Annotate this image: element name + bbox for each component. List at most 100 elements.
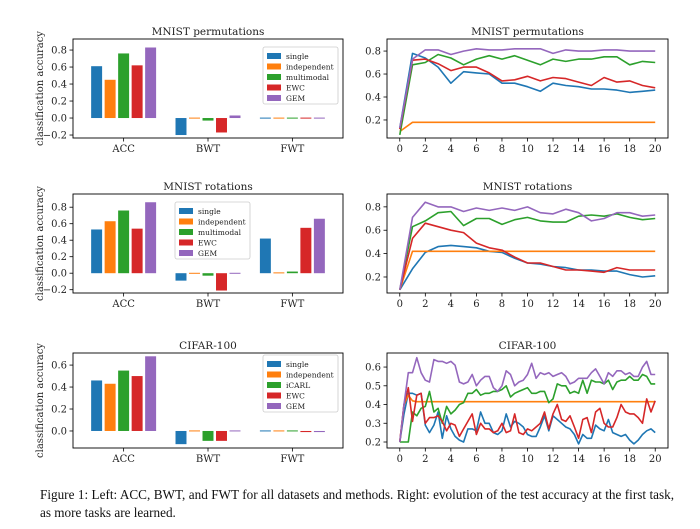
- axes-frame: [386, 352, 669, 449]
- chart-title: CIFAR-100: [179, 340, 237, 352]
- x-tick-label: 2: [422, 144, 428, 155]
- x-tick-label: FWT: [280, 454, 304, 465]
- legend-label: EWC: [286, 392, 305, 401]
- bar-gem-acc: [145, 356, 157, 431]
- x-tick-label: 8: [499, 144, 505, 155]
- line-series-5: [399, 356, 656, 443]
- bar-icarl-bwt: [202, 430, 214, 441]
- y-tick-label: 0.0: [51, 114, 67, 125]
- x-tick-label: 0: [397, 144, 403, 155]
- legend-swatch-single: [267, 361, 281, 367]
- line-series-4: [399, 222, 656, 290]
- y-axis-label: classification accuracy: [35, 31, 46, 146]
- bar-multimodal-fwt: [286, 117, 298, 119]
- y-tick-label: −0.2: [43, 131, 67, 142]
- y-tick-label: 0.2: [365, 438, 381, 449]
- legend-label: EWC: [286, 84, 305, 93]
- x-tick-label: 12: [547, 299, 560, 310]
- legend-swatch-ewc: [267, 392, 281, 399]
- y-tick-label: 0.6: [51, 361, 67, 372]
- y-tick-label: 0.3: [365, 419, 381, 430]
- x-tick-label: 20: [649, 144, 662, 155]
- y-tick-label: 0.8: [51, 46, 67, 57]
- y-tick-label: 0.4: [51, 383, 67, 394]
- bar-multimodal-bwt: [202, 273, 214, 276]
- y-tick-label: 0.4: [365, 400, 381, 411]
- bar-ewc-bwt: [216, 273, 227, 291]
- axes-frame: [386, 193, 669, 294]
- legend-swatch-independent: [267, 63, 281, 70]
- y-tick-label: 0.2: [51, 97, 67, 108]
- line-series-4: [399, 386, 656, 443]
- x-tick-label: 20: [649, 454, 662, 465]
- bar-independent-fwt: [273, 430, 285, 432]
- legend-swatch-multimodal: [179, 229, 193, 235]
- legend-swatch-independent: [179, 218, 193, 225]
- bar-ewc-acc: [131, 65, 143, 119]
- figure-caption: Figure 1: Left: ACC, BWT, and FWT for al…: [40, 487, 674, 520]
- x-tick-label: 14: [572, 144, 585, 155]
- x-tick-label: 14: [572, 299, 585, 310]
- y-tick-label: 0.6: [365, 70, 381, 81]
- bar-gem-bwt: [229, 430, 241, 432]
- bar-gem-acc: [145, 202, 157, 274]
- bar-single-fwt: [259, 117, 271, 119]
- bar-icarl-acc: [118, 370, 130, 431]
- bar-multimodal-acc: [118, 53, 130, 119]
- bar-ewc-bwt: [216, 430, 227, 441]
- legend-label: multimodal: [286, 73, 330, 82]
- bar-ewc-acc: [131, 228, 143, 274]
- y-tick-label: 0.4: [51, 236, 67, 247]
- y-tick-label: −0.2: [43, 285, 67, 296]
- legend-swatch-gem: [179, 250, 193, 256]
- x-tick-label: 4: [448, 454, 454, 465]
- legend-label: iCARL: [286, 381, 310, 390]
- x-tick-label: BWT: [196, 144, 221, 155]
- x-tick-label: BWT: [196, 299, 221, 310]
- chart-title: MNIST rotations: [483, 181, 573, 193]
- y-tick-label: 0.2: [365, 272, 381, 283]
- chart-panel-1: MNIST permutations −0.2 0.0 0.2 0.4 0.6 0.8 cla…: [35, 26, 344, 155]
- line-series-4: [399, 58, 656, 130]
- legend-label: independent: [286, 371, 334, 380]
- bar-icarl-fwt: [286, 430, 298, 432]
- bar-independent-fwt: [273, 117, 285, 119]
- x-tick-label: ACC: [111, 144, 135, 155]
- x-tick-label: 0: [397, 454, 403, 465]
- bar-gem-fwt: [313, 117, 325, 119]
- chart-title: MNIST rotations: [163, 181, 253, 193]
- legend-swatch-icarl: [267, 382, 281, 388]
- y-tick-label: 0.4: [365, 249, 381, 260]
- y-tick-label: 0.2: [51, 405, 67, 416]
- bar-single-bwt: [175, 273, 187, 281]
- y-tick-label: 0.0: [51, 426, 67, 437]
- legend-label: GEM: [286, 94, 305, 103]
- x-tick-label: 20: [649, 299, 662, 310]
- legend-label: independent: [286, 63, 334, 72]
- axes-frame: [386, 38, 669, 139]
- x-tick-label: 18: [623, 144, 636, 155]
- x-tick-label: 8: [499, 454, 505, 465]
- y-tick-label: 0.6: [51, 63, 67, 74]
- legend-swatch-single: [267, 53, 281, 59]
- legend-label: GEM: [286, 402, 305, 411]
- y-tick-label: 0.0: [51, 269, 67, 280]
- x-tick-label: 2: [422, 299, 428, 310]
- chart-title: MNIST permutations: [471, 26, 584, 38]
- x-tick-label: 16: [598, 144, 611, 155]
- legend-frame: [262, 354, 339, 413]
- bar-independent-acc: [104, 383, 116, 431]
- bar-ewc-fwt: [300, 227, 312, 274]
- legend-swatch-independent: [267, 371, 281, 378]
- bar-gem-fwt: [313, 430, 325, 433]
- x-tick-label: 10: [521, 144, 534, 155]
- x-tick-label: 2: [422, 454, 428, 465]
- line-series-5: [399, 201, 656, 290]
- x-tick-label: 12: [547, 454, 560, 465]
- y-tick-label: 0.6: [365, 226, 381, 237]
- line-series-2: [399, 250, 656, 291]
- bar-single-acc: [91, 229, 103, 274]
